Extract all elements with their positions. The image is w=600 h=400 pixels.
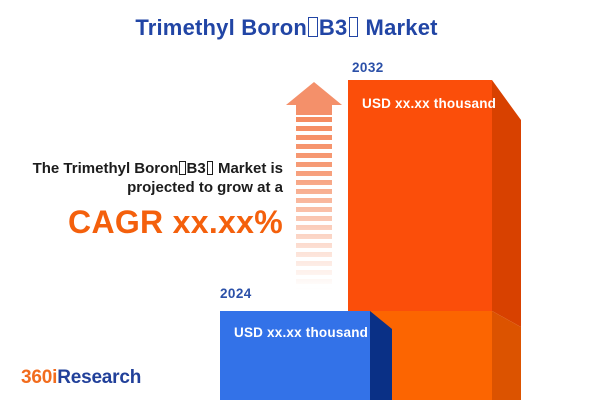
value-label-2024: USD xx.xx thousand — [234, 325, 369, 340]
logo-suffix: Research — [57, 367, 142, 388]
intro-line-2: projected to grow at a — [127, 179, 283, 196]
missing-glyph-box — [179, 160, 186, 175]
logo-prefix: 360i — [21, 367, 58, 388]
title-post: Market — [359, 15, 438, 40]
intro-line-1: The Trimethyl Boron B3 Market is — [0, 159, 283, 178]
intro-line1-post: Market is — [213, 160, 283, 177]
bar-2032-3d-side-lower — [492, 311, 521, 400]
value-label-2032: USD xx.xx thousand — [362, 96, 497, 111]
growth-arrow-dashed-tail — [296, 117, 332, 289]
intro-line1-code: B3 — [186, 160, 206, 177]
growth-arrow-head-icon — [286, 82, 342, 105]
missing-glyph-box — [206, 160, 213, 175]
cagr-highlight: CAGR xx.xx% — [68, 204, 283, 240]
brand-logo: 360iResearch — [21, 367, 141, 389]
missing-glyph-box — [308, 16, 318, 38]
intro-text-block: The Trimethyl Boron B3 Market is projecte… — [0, 159, 283, 239]
bar-2032-3d-side-upper — [492, 80, 521, 327]
page-title: Trimethyl Boron B3 Market — [0, 15, 600, 41]
year-label-2032: 2032 — [352, 60, 384, 75]
bar-2024 — [220, 311, 370, 400]
growth-arrow-neck — [296, 104, 332, 115]
intro-line1-pre: The Trimethyl Boron — [32, 160, 179, 177]
title-code: B3 — [318, 15, 348, 40]
year-label-2024: 2024 — [220, 286, 252, 301]
title-pre: Trimethyl Boron — [135, 15, 307, 40]
bar-2024-3d-side — [370, 311, 392, 400]
missing-glyph-box — [348, 16, 358, 38]
